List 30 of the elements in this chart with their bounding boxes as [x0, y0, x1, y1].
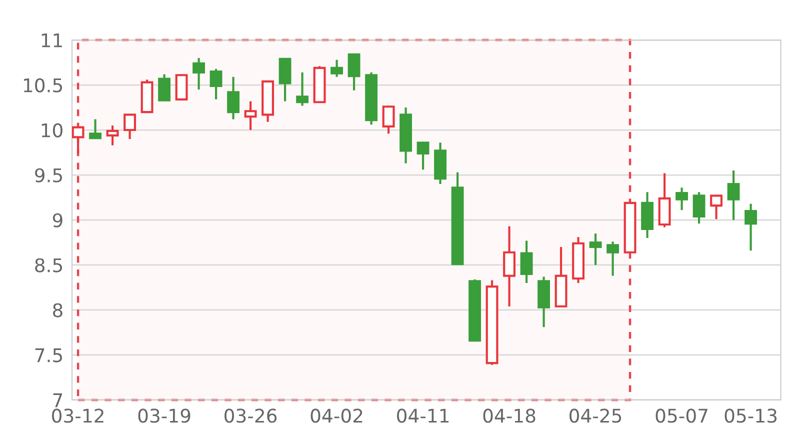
candlestick	[538, 276, 550, 328]
candlestick	[192, 56, 206, 91]
x-tick-label: 05-13	[724, 408, 777, 423]
x-tick-label: 04-02	[310, 408, 362, 423]
y-tick-label: 8	[53, 303, 62, 318]
y-tick-label: 9.5	[35, 168, 62, 182]
x-tick-label: 04-25	[570, 408, 622, 423]
y-tick-label: 8.5	[35, 258, 62, 272]
candlestick	[572, 236, 585, 284]
candlestick	[244, 100, 257, 132]
x-tick-label: 03-19	[138, 408, 190, 423]
candlestick	[400, 106, 412, 164]
candlestick	[727, 169, 740, 222]
candlestick	[744, 202, 758, 252]
y-tick-label: 10.5	[24, 78, 62, 92]
x-tick-label: 03-12	[52, 408, 104, 423]
y-tick-label: 9	[52, 213, 62, 228]
x-tick-label: 04-18	[483, 408, 536, 423]
x-tick-label: 03-26	[224, 408, 277, 423]
candlestick	[641, 191, 654, 240]
candlestick	[227, 76, 240, 120]
y-tick-label: 7	[53, 393, 62, 408]
y-tick-label: 11	[42, 33, 62, 48]
x-tick-label: 04-11	[397, 408, 449, 423]
candlestick	[676, 186, 688, 212]
candlestick	[503, 225, 516, 308]
y-tick-label: 7.5	[35, 348, 62, 362]
x-tick-label: 05-07	[656, 408, 708, 423]
candlestick	[434, 142, 447, 186]
y-tick-label: 10	[42, 123, 62, 138]
